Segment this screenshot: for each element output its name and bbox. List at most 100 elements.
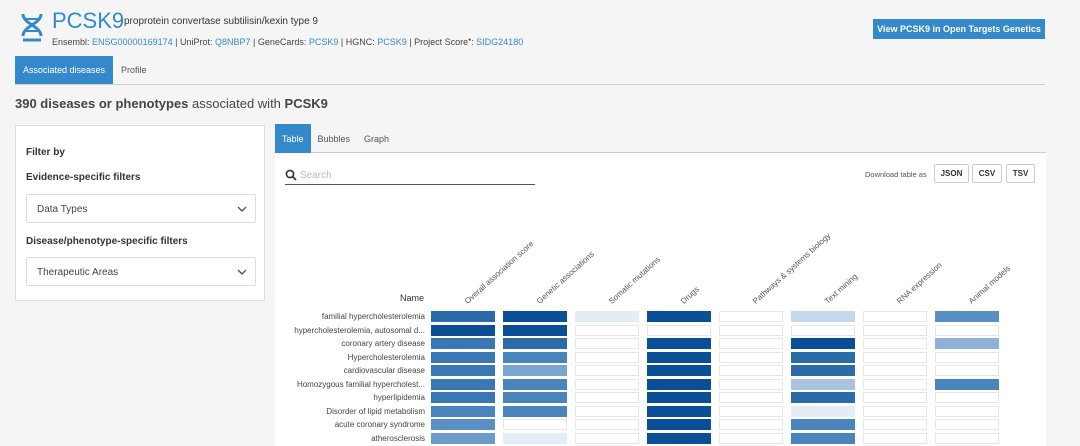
row-disease-name[interactable]: Homozygous familial hypercholest... — [296, 379, 425, 389]
row-disease-name[interactable]: atherosclerosis — [371, 433, 425, 443]
row-disease-name[interactable]: cardiovascular disease — [343, 366, 425, 375]
association-cell[interactable] — [791, 365, 855, 376]
association-cell[interactable] — [791, 405, 855, 417]
association-cell[interactable] — [935, 365, 999, 376]
association-cell[interactable] — [935, 419, 999, 430]
association-cell[interactable] — [431, 365, 495, 376]
association-cell[interactable] — [719, 419, 783, 430]
association-cell[interactable] — [503, 338, 567, 349]
association-cell[interactable] — [935, 324, 999, 336]
column-header[interactable]: Animal models — [967, 263, 1013, 306]
download-tsv-button[interactable]: TSV — [1006, 164, 1035, 183]
association-cell[interactable] — [647, 338, 711, 349]
association-cell[interactable] — [503, 378, 567, 390]
association-cell[interactable] — [719, 432, 783, 444]
association-cell[interactable] — [791, 432, 855, 444]
association-cell[interactable] — [575, 338, 639, 349]
column-header[interactable]: Genetic associations — [535, 249, 596, 306]
association-cell[interactable] — [575, 324, 639, 336]
association-cell[interactable] — [575, 392, 639, 403]
tab-associated-diseases[interactable]: Associated diseases — [15, 56, 114, 84]
column-header[interactable]: RNA expression — [895, 260, 944, 306]
column-header[interactable]: Drugs — [679, 284, 701, 306]
row-disease-name[interactable]: hyperlipidemia — [373, 393, 425, 402]
association-cell[interactable] — [791, 338, 855, 349]
row-disease-name[interactable]: Disorder of lipid metabolism — [326, 406, 425, 416]
association-cell[interactable] — [431, 432, 495, 444]
association-cell[interactable] — [431, 405, 495, 417]
association-cell[interactable] — [719, 338, 783, 349]
association-cell[interactable] — [791, 378, 855, 390]
association-cell[interactable] — [863, 432, 927, 444]
download-csv-button[interactable]: CSV — [972, 164, 1002, 183]
association-cell[interactable] — [863, 365, 927, 376]
association-cell[interactable] — [647, 365, 711, 376]
identifier-link[interactable]: ENSG00000169174 — [92, 37, 173, 47]
association-cell[interactable] — [791, 324, 855, 336]
association-cell[interactable] — [719, 378, 783, 390]
tab-bubbles[interactable]: Bubbles — [317, 133, 351, 144]
association-cell[interactable] — [503, 365, 567, 376]
association-cell[interactable] — [503, 419, 567, 430]
association-cell[interactable] — [863, 324, 927, 336]
association-cell[interactable] — [575, 351, 639, 363]
association-cell[interactable] — [431, 338, 495, 349]
association-cell[interactable] — [503, 351, 567, 363]
identifier-link[interactable]: SIDG24180 — [476, 37, 524, 47]
association-cell[interactable] — [431, 378, 495, 390]
association-cell[interactable] — [647, 311, 711, 322]
association-cell[interactable] — [863, 405, 927, 417]
column-header[interactable]: Text mining — [823, 271, 860, 306]
association-cell[interactable] — [431, 311, 495, 322]
association-cell[interactable] — [647, 324, 711, 336]
association-cell[interactable] — [935, 311, 999, 322]
association-cell[interactable] — [719, 351, 783, 363]
association-cell[interactable] — [935, 351, 999, 363]
association-cell[interactable] — [791, 392, 855, 403]
association-cell[interactable] — [431, 419, 495, 430]
column-header[interactable]: Somatic mutations — [607, 254, 662, 306]
association-cell[interactable] — [503, 432, 567, 444]
association-cell[interactable] — [791, 311, 855, 322]
tab-table[interactable]: Table — [275, 124, 311, 153]
association-cell[interactable] — [575, 365, 639, 376]
association-cell[interactable] — [503, 311, 567, 322]
identifier-link[interactable]: Q8NBP7 — [214, 37, 251, 47]
association-cell[interactable] — [647, 351, 711, 363]
association-cell[interactable] — [431, 392, 495, 403]
association-cell[interactable] — [431, 351, 495, 363]
association-cell[interactable] — [503, 392, 567, 403]
association-cell[interactable] — [863, 311, 927, 322]
association-cell[interactable] — [863, 392, 927, 403]
tab-graph[interactable]: Graph — [364, 133, 390, 144]
association-cell[interactable] — [935, 378, 999, 390]
association-cell[interactable] — [575, 378, 639, 390]
association-cell[interactable] — [575, 432, 639, 444]
association-cell[interactable] — [647, 392, 711, 403]
data-types-select[interactable]: Data Types — [26, 194, 256, 223]
association-cell[interactable] — [863, 419, 927, 430]
association-cell[interactable] — [935, 405, 999, 417]
association-cell[interactable] — [647, 405, 711, 417]
association-cell[interactable] — [935, 432, 999, 444]
row-disease-name[interactable]: Hypercholesterolemia — [347, 352, 425, 362]
association-cell[interactable] — [503, 405, 567, 417]
association-cell[interactable] — [575, 311, 639, 322]
row-disease-name[interactable]: familial hypercholesterolemia — [321, 312, 425, 321]
association-cell[interactable] — [935, 392, 999, 403]
association-cell[interactable] — [719, 392, 783, 403]
association-cell[interactable] — [791, 351, 855, 363]
association-cell[interactable] — [935, 338, 999, 349]
association-cell[interactable] — [719, 311, 783, 322]
therapeutic-areas-select[interactable]: Therapeutic Areas — [26, 257, 256, 286]
row-disease-name[interactable]: coronary artery disease — [341, 339, 425, 348]
row-disease-name[interactable]: acute coronary syndrome — [334, 420, 425, 429]
association-cell[interactable] — [575, 405, 639, 417]
association-cell[interactable] — [503, 324, 567, 336]
association-cell[interactable] — [431, 324, 495, 336]
association-cell[interactable] — [575, 419, 639, 430]
association-cell[interactable] — [647, 419, 711, 430]
association-cell[interactable] — [863, 338, 927, 349]
search-input[interactable]: Search — [285, 167, 535, 185]
association-cell[interactable] — [791, 419, 855, 430]
